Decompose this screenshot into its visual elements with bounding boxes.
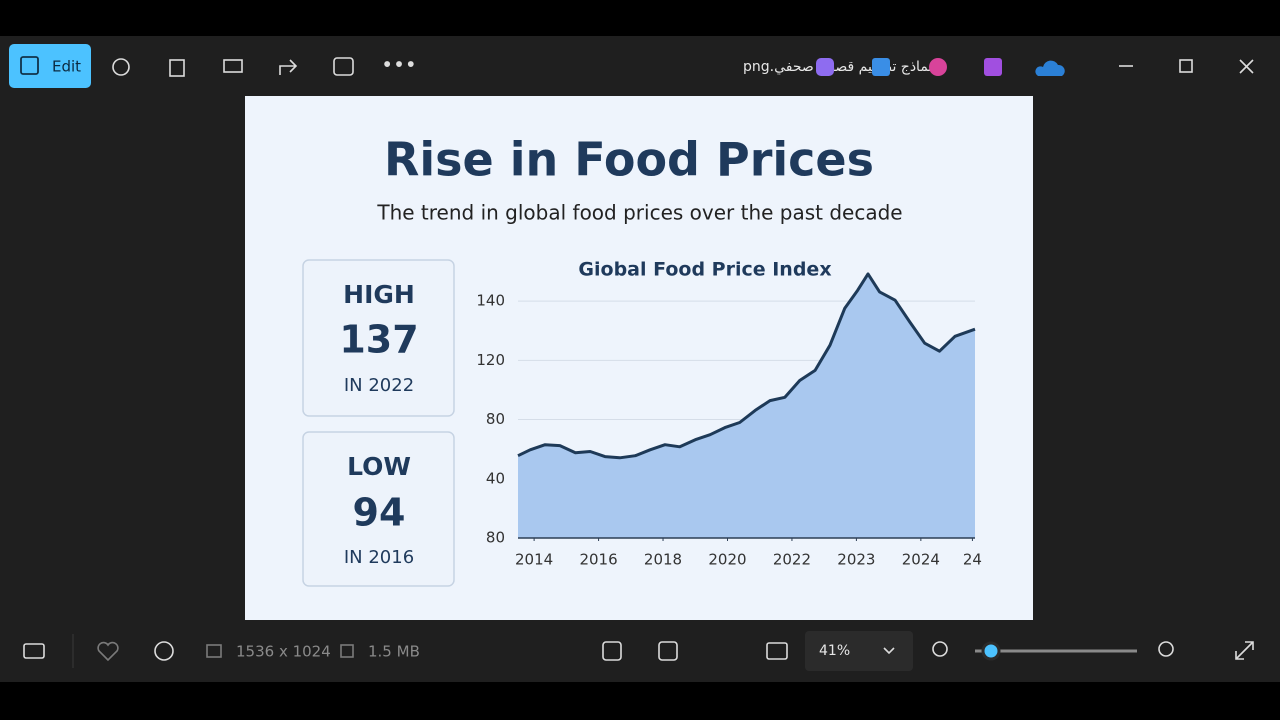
favorite-button[interactable]: [97, 641, 119, 662]
zoom-in-button[interactable]: [1158, 641, 1174, 657]
edit-label: Edit: [52, 58, 81, 76]
edit-button[interactable]: [9, 44, 91, 88]
zoom-dropdown[interactable]: [805, 631, 913, 671]
stat-label: HIGH: [343, 280, 415, 309]
stat-note: IN 2016: [344, 547, 414, 568]
file-name: نماذج تصميم قصص صحفي.png: [743, 59, 932, 75]
x-tick-label: 2023: [837, 551, 875, 569]
zoom-level: 41%: [819, 643, 850, 659]
fit-button[interactable]: [766, 642, 788, 660]
info-button[interactable]: [154, 641, 174, 661]
stat-label: LOW: [347, 452, 411, 481]
x-tick-label: 2024: [902, 551, 940, 569]
x-tick-label: 2014: [515, 551, 553, 569]
file-size: 1.5 MB: [368, 643, 420, 661]
maximize-button[interactable]: [1179, 59, 1193, 73]
y-tick-label: 40: [486, 469, 505, 487]
line: [517, 272, 976, 460]
x-tick-label: 24: [963, 551, 982, 569]
stat-note: IN 2022: [344, 375, 414, 396]
rotate-button[interactable]: [112, 58, 130, 76]
chart-title: Giobal Food Price Index: [578, 259, 831, 281]
size-icon: [340, 644, 354, 658]
stat-card: [302, 431, 455, 587]
chart: 140 120 80 40 80 2014 2016 2018 2020 2022 2023 2024…: [476, 272, 982, 569]
x-tick-label: 2016: [579, 551, 617, 569]
clipchamp-icon[interactable]: [984, 58, 1002, 76]
x-tick-label: 2018: [644, 551, 682, 569]
dropdown-arrow: [883, 647, 895, 655]
edit-icon: [20, 56, 39, 75]
onedrive-icon[interactable]: [1035, 60, 1065, 76]
stat-value: 137: [339, 318, 418, 362]
zoom-slider-thumb[interactable]: [981, 641, 1001, 661]
y-tick-label: 140: [476, 292, 505, 310]
image-subtitle: The trend in global food prices over the…: [376, 201, 902, 225]
delete-button[interactable]: [169, 59, 185, 77]
x-tick-label: 2020: [708, 551, 746, 569]
copilot-icon[interactable]: [816, 58, 834, 76]
filmstrip-button[interactable]: [23, 643, 45, 659]
y-tick-label: 80: [486, 529, 505, 547]
more-button[interactable]: •••: [381, 53, 416, 77]
image-title: Rise in Food Prices: [384, 133, 874, 187]
zoom-out-button[interactable]: [932, 641, 948, 657]
area: [518, 273, 975, 538]
slideshow-button[interactable]: [333, 57, 354, 76]
close-button[interactable]: [1239, 59, 1254, 74]
image-dimensions: 1536 x 1024: [236, 643, 331, 661]
text-scan-button[interactable]: [658, 641, 678, 661]
fullscreen-button[interactable]: [1235, 641, 1254, 660]
stat-card: [302, 259, 455, 417]
designer-icon[interactable]: [872, 58, 890, 76]
dimensions-icon: [206, 644, 222, 658]
share-button[interactable]: [279, 59, 298, 75]
x-tick-label: 2022: [773, 551, 811, 569]
y-tick-label: 120: [476, 351, 505, 369]
stat-value: 94: [353, 491, 406, 535]
visual-search-button[interactable]: [602, 641, 622, 661]
y-tick-label: 80: [486, 410, 505, 428]
print-button[interactable]: [223, 59, 243, 73]
create-icon[interactable]: [929, 58, 947, 76]
